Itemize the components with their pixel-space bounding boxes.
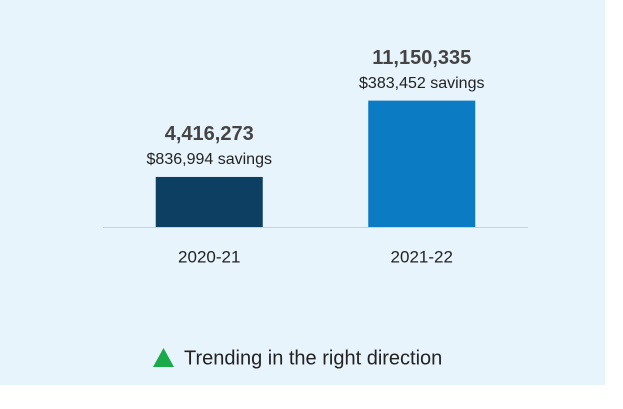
panel — [0, 0, 605, 385]
annotation: Trending in the right direction — [184, 347, 442, 369]
bar — [155, 176, 263, 227]
bar — [368, 100, 476, 227]
value-label: 4,416,273 — [165, 123, 254, 145]
x-tick-label: 2021-22 — [391, 247, 453, 266]
savings-label: $383,452 savings — [359, 75, 484, 92]
trend-icon — [153, 348, 174, 367]
x-tick-label: 2020-21 — [178, 247, 240, 266]
value-label: 11,150,335 — [372, 47, 471, 69]
savings-label: $836,994 savings — [147, 151, 272, 168]
